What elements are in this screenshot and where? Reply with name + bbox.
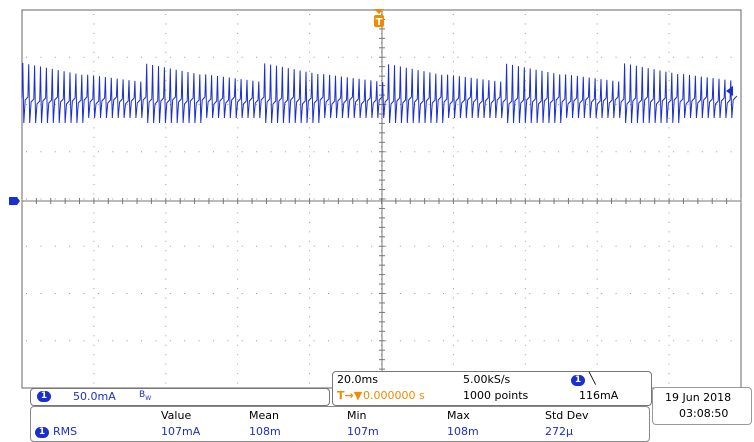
measurement-mean: 108m xyxy=(249,425,281,438)
channel-scale: 50.0mA xyxy=(73,390,116,403)
falling-edge-icon: ╲ xyxy=(589,372,596,385)
acquisition-panel[interactable]: 20.0ms 5.00kS/s 1 ╲ T→▼ 0.000000 s 1000 … xyxy=(332,371,652,406)
header-std-dev: Std Dev xyxy=(545,409,589,422)
time: 03:08:50 xyxy=(679,407,729,420)
datetime-panel: 19 Jun 2018 03:08:50 xyxy=(652,387,752,425)
header-min: Min xyxy=(347,409,367,422)
trigger-level: 116mA xyxy=(579,389,619,402)
measurement-source-badge: 1 xyxy=(35,427,49,438)
header-value: Value xyxy=(161,409,192,422)
trigger-position: 0.000000 s xyxy=(363,389,425,402)
timebase: 20.0ms xyxy=(337,373,378,386)
bandwidth-limit-icon: BW xyxy=(139,390,152,402)
trigger-position-marker[interactable]: T xyxy=(374,9,384,28)
trigger-level-marker[interactable] xyxy=(726,86,733,96)
measurement-panel[interactable]: Value Mean Min Max Std Dev 1 RMS 107mA 1… xyxy=(30,406,650,442)
channel-info-panel[interactable]: 1 50.0mA BW xyxy=(30,388,330,406)
header-mean: Mean xyxy=(249,409,279,422)
record-length: 1000 points xyxy=(463,389,529,402)
date: 19 Jun 2018 xyxy=(665,391,732,404)
measurement-min: 107m xyxy=(347,425,379,438)
graticule xyxy=(21,9,742,389)
trigger-position-icon: T→▼ xyxy=(337,389,363,402)
sample-rate: 5.00kS/s xyxy=(463,373,511,386)
channel-1-waveform xyxy=(21,62,738,124)
measurement-value: 107mA xyxy=(161,425,201,438)
measurement-type: RMS xyxy=(53,425,78,438)
header-max: Max xyxy=(447,409,470,422)
measurement-std-dev: 272µ xyxy=(545,425,573,438)
channel-1-ground-marker[interactable] xyxy=(9,197,20,205)
channel-number-badge: 1 xyxy=(37,391,51,402)
trigger-marker-label: T xyxy=(376,17,383,28)
trigger-source-badge: 1 xyxy=(571,375,585,386)
measurement-max: 108m xyxy=(447,425,479,438)
